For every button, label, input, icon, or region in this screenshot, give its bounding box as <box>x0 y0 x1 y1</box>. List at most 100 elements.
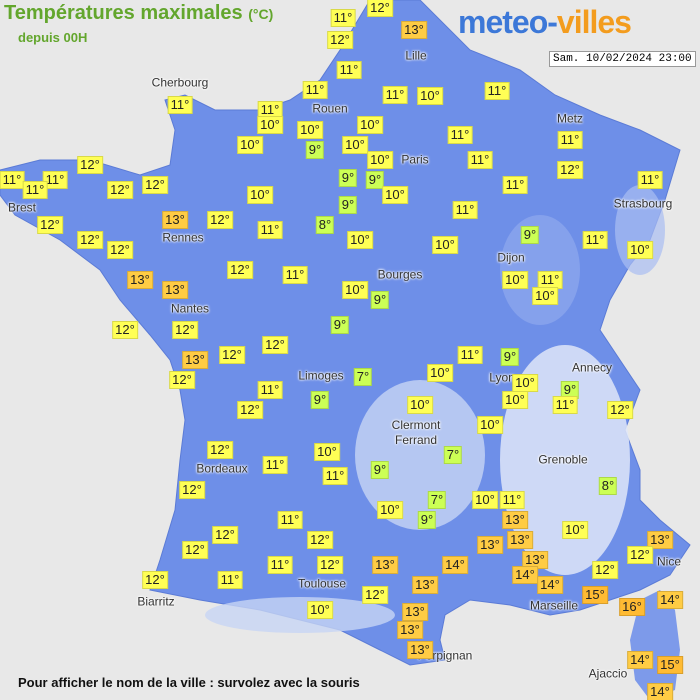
logo[interactable]: meteo-villes <box>458 4 632 41</box>
temperature-label[interactable]: 12° <box>212 526 238 544</box>
temperature-label[interactable]: 10° <box>502 271 528 289</box>
temperature-label[interactable]: 12° <box>107 181 133 199</box>
temperature-label[interactable]: 11° <box>557 131 583 149</box>
temperature-label[interactable]: 11° <box>467 151 493 169</box>
temperature-label[interactable]: 9° <box>338 169 358 187</box>
temperature-label[interactable]: 13° <box>162 281 188 299</box>
temperature-label[interactable]: 12° <box>557 161 583 179</box>
temperature-label[interactable]: 12° <box>107 241 133 259</box>
temperature-label[interactable]: 12° <box>182 541 208 559</box>
temperature-label[interactable]: 13° <box>162 211 188 229</box>
temperature-label[interactable]: 10° <box>472 491 498 509</box>
temperature-label[interactable]: 9° <box>560 381 580 399</box>
temperature-label[interactable]: 9° <box>310 391 330 409</box>
temperature-label[interactable]: 12° <box>169 371 195 389</box>
temperature-label[interactable]: 10° <box>357 116 383 134</box>
temperature-label[interactable]: 11° <box>217 571 243 589</box>
temperature-label[interactable]: 10° <box>377 501 403 519</box>
temperature-label[interactable]: 12° <box>112 321 138 339</box>
temperature-label[interactable]: 12° <box>592 561 618 579</box>
temperature-label[interactable]: 9° <box>365 171 385 189</box>
temperature-label[interactable]: 11° <box>537 271 563 289</box>
temperature-label[interactable]: 11° <box>0 171 25 189</box>
temperature-label[interactable]: 13° <box>522 551 548 569</box>
temperature-label[interactable]: 10° <box>417 87 443 105</box>
temperature-label[interactable]: 11° <box>452 201 478 219</box>
temperature-label[interactable]: 12° <box>307 531 333 549</box>
temperature-label[interactable]: 11° <box>382 86 408 104</box>
temperature-label[interactable]: 11° <box>277 511 303 529</box>
temperature-label[interactable]: 13° <box>372 556 398 574</box>
temperature-label[interactable]: 14° <box>537 576 563 594</box>
temperature-label[interactable]: 11° <box>257 101 283 119</box>
temperature-label[interactable]: 11° <box>282 266 308 284</box>
temperature-label[interactable]: 11° <box>257 221 283 239</box>
temperature-label[interactable]: 11° <box>336 61 362 79</box>
temperature-label[interactable]: 7° <box>427 491 447 509</box>
temperature-label[interactable]: 11° <box>302 81 328 99</box>
temperature-label[interactable]: 14° <box>512 566 538 584</box>
temperature-label[interactable]: 10° <box>307 601 333 619</box>
temperature-label[interactable]: 11° <box>267 556 293 574</box>
temperature-label[interactable]: 14° <box>442 556 468 574</box>
temperature-label[interactable]: 11° <box>42 171 68 189</box>
temperature-label[interactable]: 10° <box>237 136 263 154</box>
temperature-label[interactable]: 12° <box>237 401 263 419</box>
temperature-label[interactable]: 9° <box>370 461 390 479</box>
temperature-label[interactable]: 10° <box>257 116 283 134</box>
temperature-label[interactable]: 9° <box>330 316 350 334</box>
temperature-label[interactable]: 12° <box>219 346 245 364</box>
temperature-label[interactable]: 9° <box>500 348 520 366</box>
temperature-label[interactable]: 13° <box>402 603 428 621</box>
temperature-label[interactable]: 16° <box>619 598 645 616</box>
temperature-label[interactable]: 11° <box>637 171 663 189</box>
temperature-label[interactable]: 7° <box>353 368 373 386</box>
temperature-label[interactable]: 11° <box>262 456 288 474</box>
temperature-label[interactable]: 14° <box>627 651 653 669</box>
temperature-label[interactable]: 12° <box>142 176 168 194</box>
temperature-label[interactable]: 15° <box>657 656 683 674</box>
temperature-label[interactable]: 10° <box>512 374 538 392</box>
temperature-label[interactable]: 12° <box>262 336 288 354</box>
temperature-label[interactable]: 11° <box>499 491 525 509</box>
temperature-label[interactable]: 10° <box>562 521 588 539</box>
temperature-label[interactable]: 11° <box>22 181 48 199</box>
temperature-label[interactable]: 12° <box>77 231 103 249</box>
temperature-label[interactable]: 11° <box>484 82 510 100</box>
temperature-label[interactable]: 9° <box>520 226 540 244</box>
temperature-label[interactable]: 10° <box>342 136 368 154</box>
temperature-label[interactable]: 10° <box>407 396 433 414</box>
temperature-label[interactable]: 10° <box>347 231 373 249</box>
temperature-label[interactable]: 10° <box>314 443 340 461</box>
temperature-label[interactable]: 9° <box>417 511 437 529</box>
temperature-label[interactable]: 13° <box>397 621 423 639</box>
temperature-label[interactable]: 11° <box>457 346 483 364</box>
temperature-label[interactable]: 12° <box>207 211 233 229</box>
temperature-label[interactable]: 13° <box>182 351 208 369</box>
temperature-label[interactable]: 11° <box>502 176 528 194</box>
temperature-label[interactable]: 10° <box>342 281 368 299</box>
temperature-label[interactable]: 11° <box>552 396 578 414</box>
temperature-label[interactable]: 9° <box>305 141 325 159</box>
temperature-label[interactable]: 15° <box>582 586 608 604</box>
temperature-label[interactable]: 10° <box>247 186 273 204</box>
temperature-label[interactable]: 8° <box>598 477 618 495</box>
temperature-label[interactable]: 13° <box>401 21 427 39</box>
temperature-label[interactable]: 12° <box>327 31 353 49</box>
temperature-label[interactable]: 11° <box>322 467 348 485</box>
temperature-label[interactable]: 12° <box>207 441 233 459</box>
temperature-label[interactable]: 14° <box>657 591 683 609</box>
temperature-label[interactable]: 10° <box>502 391 528 409</box>
temperature-label[interactable]: 13° <box>502 511 528 529</box>
temperature-label[interactable]: 12° <box>179 481 205 499</box>
temperature-label[interactable]: 10° <box>532 287 558 305</box>
temperature-label[interactable]: 10° <box>627 241 653 259</box>
temperature-label[interactable]: 7° <box>443 446 463 464</box>
temperature-label[interactable]: 13° <box>477 536 503 554</box>
temperature-label[interactable]: 12° <box>607 401 633 419</box>
temperature-label[interactable]: 9° <box>370 291 390 309</box>
temperature-label[interactable]: 9° <box>338 196 358 214</box>
temperature-label[interactable]: 12° <box>627 546 653 564</box>
temperature-label[interactable]: 12° <box>367 0 393 17</box>
temperature-label[interactable]: 11° <box>257 381 283 399</box>
